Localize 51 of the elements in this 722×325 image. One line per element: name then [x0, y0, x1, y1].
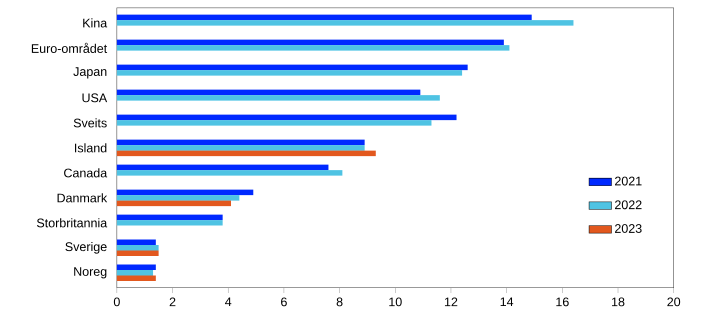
x-tick-label: 0 — [114, 297, 120, 306]
legend-label: 2023 — [615, 224, 642, 233]
bar — [116, 264, 156, 270]
bar — [116, 170, 342, 176]
bar — [116, 90, 420, 95]
bar — [116, 275, 156, 281]
bar — [116, 14, 532, 20]
y-tick-label: Kina — [83, 18, 108, 28]
y-tick-label: Sveits — [74, 118, 107, 128]
y-tick-label: Japan — [73, 67, 106, 78]
bar — [116, 144, 365, 150]
bar — [116, 194, 240, 200]
x-tick-label: 8 — [336, 297, 343, 306]
y-tick-label: Noreg — [74, 267, 106, 278]
bar — [116, 94, 440, 100]
bar — [116, 114, 457, 120]
bar — [116, 70, 462, 76]
x-tick-label: 16 — [556, 297, 569, 306]
y-tick-label: Island — [75, 143, 106, 152]
y-tick-label: USA — [82, 93, 108, 102]
legend-label: 2022 — [615, 200, 642, 210]
bar — [116, 270, 154, 276]
bar — [116, 164, 328, 170]
x-tick-label: 20 — [667, 297, 680, 306]
x-tick-label: 14 — [500, 297, 514, 306]
x-tick-label: 2 — [170, 297, 176, 306]
bar — [116, 220, 223, 226]
bar — [116, 244, 159, 250]
bar — [116, 239, 156, 245]
bar — [116, 200, 232, 206]
bar — [116, 20, 574, 26]
y-tick-label: Danmark — [58, 193, 108, 202]
bar — [116, 189, 254, 195]
bar — [116, 40, 504, 46]
y-tick-label: Storbritannia — [36, 218, 108, 228]
y-tick-label: Euro-området — [32, 42, 108, 53]
y-tick-label: Canada — [64, 168, 108, 178]
x-tick-label: 18 — [612, 297, 624, 306]
bar — [116, 120, 432, 126]
y-tick-label: Sverige — [65, 242, 107, 254]
x-tick-label: 4 — [225, 297, 232, 306]
bar — [116, 64, 468, 70]
bar — [116, 45, 510, 51]
bar — [116, 214, 223, 220]
x-tick-label: 6 — [281, 297, 287, 306]
bar — [116, 139, 365, 145]
bar — [116, 150, 376, 156]
bar — [116, 250, 159, 256]
x-tick-label: 12 — [444, 297, 458, 306]
legend-label: 2021 — [615, 176, 642, 186]
x-tick-label: 10 — [389, 297, 402, 306]
